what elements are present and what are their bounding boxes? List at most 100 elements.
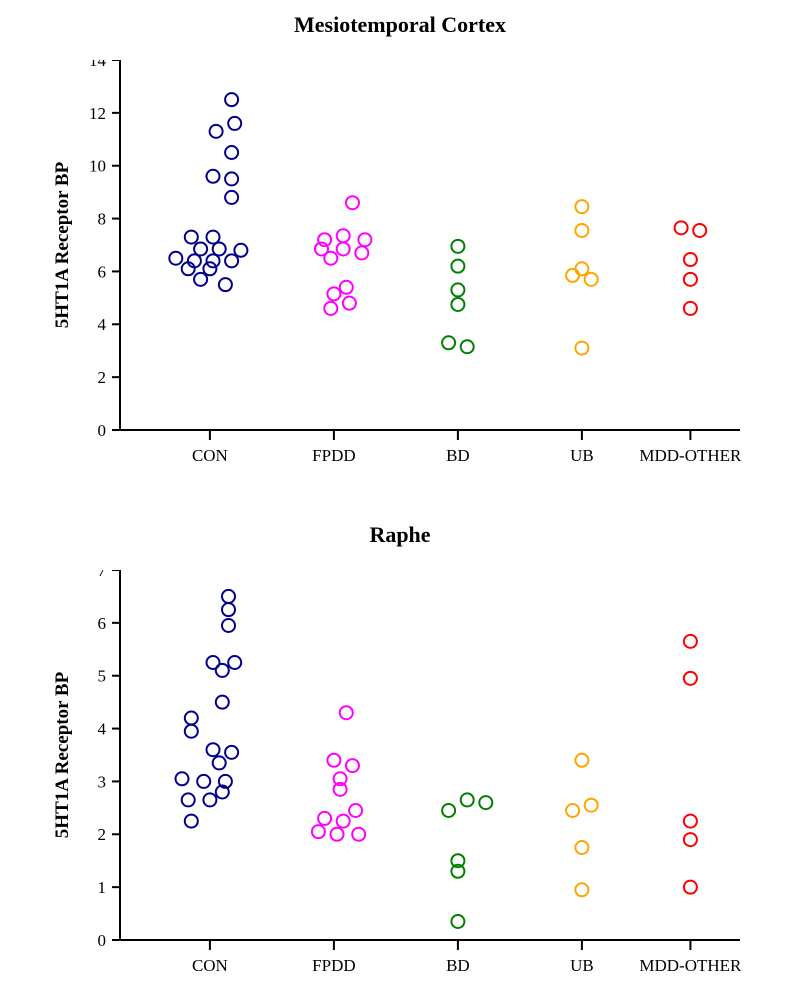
y-tick-label: 2 — [98, 825, 107, 844]
data-point — [324, 252, 337, 265]
data-point — [461, 793, 474, 806]
raphe-title: Raphe — [0, 522, 800, 548]
data-point — [327, 287, 340, 300]
data-point — [575, 262, 588, 275]
data-point — [228, 117, 241, 130]
data-point — [585, 799, 598, 812]
data-point — [575, 883, 588, 896]
y-tick-label: 8 — [98, 210, 107, 229]
data-point — [225, 93, 238, 106]
y-axis-label: 5HT1A Receptor BP — [52, 161, 73, 328]
mesiotemporal-chart: 02468101214CONFPDDBDUBMDD-OTHER5HT1A Rec… — [50, 60, 770, 490]
data-point — [479, 796, 492, 809]
data-point — [222, 619, 235, 632]
y-tick-label: 14 — [89, 60, 107, 70]
data-point — [312, 825, 325, 838]
data-point — [234, 244, 247, 257]
y-tick-label: 1 — [98, 878, 107, 897]
data-point — [451, 283, 464, 296]
y-tick-label: 6 — [98, 262, 107, 281]
data-point — [324, 302, 337, 315]
data-point — [575, 342, 588, 355]
data-point — [451, 298, 464, 311]
data-point — [340, 706, 353, 719]
data-point — [176, 772, 189, 785]
y-tick-label: 0 — [98, 931, 107, 950]
data-point — [566, 804, 579, 817]
data-point — [213, 242, 226, 255]
y-tick-label: 5 — [98, 667, 107, 686]
y-tick-label: 12 — [89, 104, 106, 123]
data-point — [337, 815, 350, 828]
data-point — [451, 915, 464, 928]
data-point — [197, 775, 210, 788]
data-point — [225, 172, 238, 185]
data-point — [203, 262, 216, 275]
y-tick-label: 0 — [98, 421, 107, 440]
data-point — [337, 242, 350, 255]
x-tick-label: FPDD — [312, 446, 355, 465]
data-point — [222, 603, 235, 616]
data-point — [219, 278, 232, 291]
data-point — [225, 146, 238, 159]
y-axis-label: 5HT1A Receptor BP — [52, 671, 73, 838]
x-tick-label: CON — [192, 446, 228, 465]
data-point — [182, 793, 195, 806]
data-point — [684, 273, 697, 286]
data-point — [575, 200, 588, 213]
data-point — [185, 815, 198, 828]
y-tick-label: 4 — [98, 315, 107, 334]
data-point — [169, 252, 182, 265]
y-tick-label: 3 — [98, 772, 107, 791]
data-point — [225, 191, 238, 204]
data-point — [693, 224, 706, 237]
data-point — [684, 672, 697, 685]
data-point — [337, 229, 350, 242]
x-tick-label: MDD-OTHER — [639, 446, 742, 465]
mesiotemporal-title: Mesiotemporal Cortex — [0, 12, 800, 38]
raphe-chart: 01234567CONFPDDBDUBMDD-OTHER5HT1A Recept… — [50, 570, 770, 1000]
data-point — [575, 224, 588, 237]
data-point — [185, 725, 198, 738]
x-tick-label: FPDD — [312, 956, 355, 975]
data-point — [207, 743, 220, 756]
data-point — [185, 231, 198, 244]
data-point — [352, 828, 365, 841]
data-point — [216, 664, 229, 677]
y-tick-label: 2 — [98, 368, 107, 387]
data-point — [207, 170, 220, 183]
data-point — [216, 696, 229, 709]
y-tick-label: 6 — [98, 614, 107, 633]
data-point — [207, 231, 220, 244]
data-point — [194, 242, 207, 255]
x-tick-label: BD — [446, 956, 470, 975]
data-point — [585, 273, 598, 286]
data-point — [575, 841, 588, 854]
data-point — [213, 756, 226, 769]
data-point — [207, 254, 220, 267]
data-point — [185, 712, 198, 725]
y-tick-label: 10 — [89, 157, 106, 176]
data-point — [684, 833, 697, 846]
data-point — [461, 340, 474, 353]
data-point — [684, 635, 697, 648]
data-point — [684, 815, 697, 828]
data-point — [331, 828, 344, 841]
data-point — [684, 302, 697, 315]
x-tick-label: UB — [570, 956, 594, 975]
data-point — [346, 759, 359, 772]
data-point — [327, 754, 340, 767]
data-point — [349, 804, 362, 817]
data-point — [225, 254, 238, 267]
x-tick-label: CON — [192, 956, 228, 975]
data-point — [675, 221, 688, 234]
x-tick-label: MDD-OTHER — [639, 956, 742, 975]
data-point — [210, 125, 223, 138]
data-point — [203, 793, 216, 806]
data-point — [355, 246, 368, 259]
data-point — [222, 590, 235, 603]
data-point — [451, 260, 464, 273]
data-point — [442, 336, 455, 349]
data-point — [575, 754, 588, 767]
data-point — [343, 297, 356, 310]
